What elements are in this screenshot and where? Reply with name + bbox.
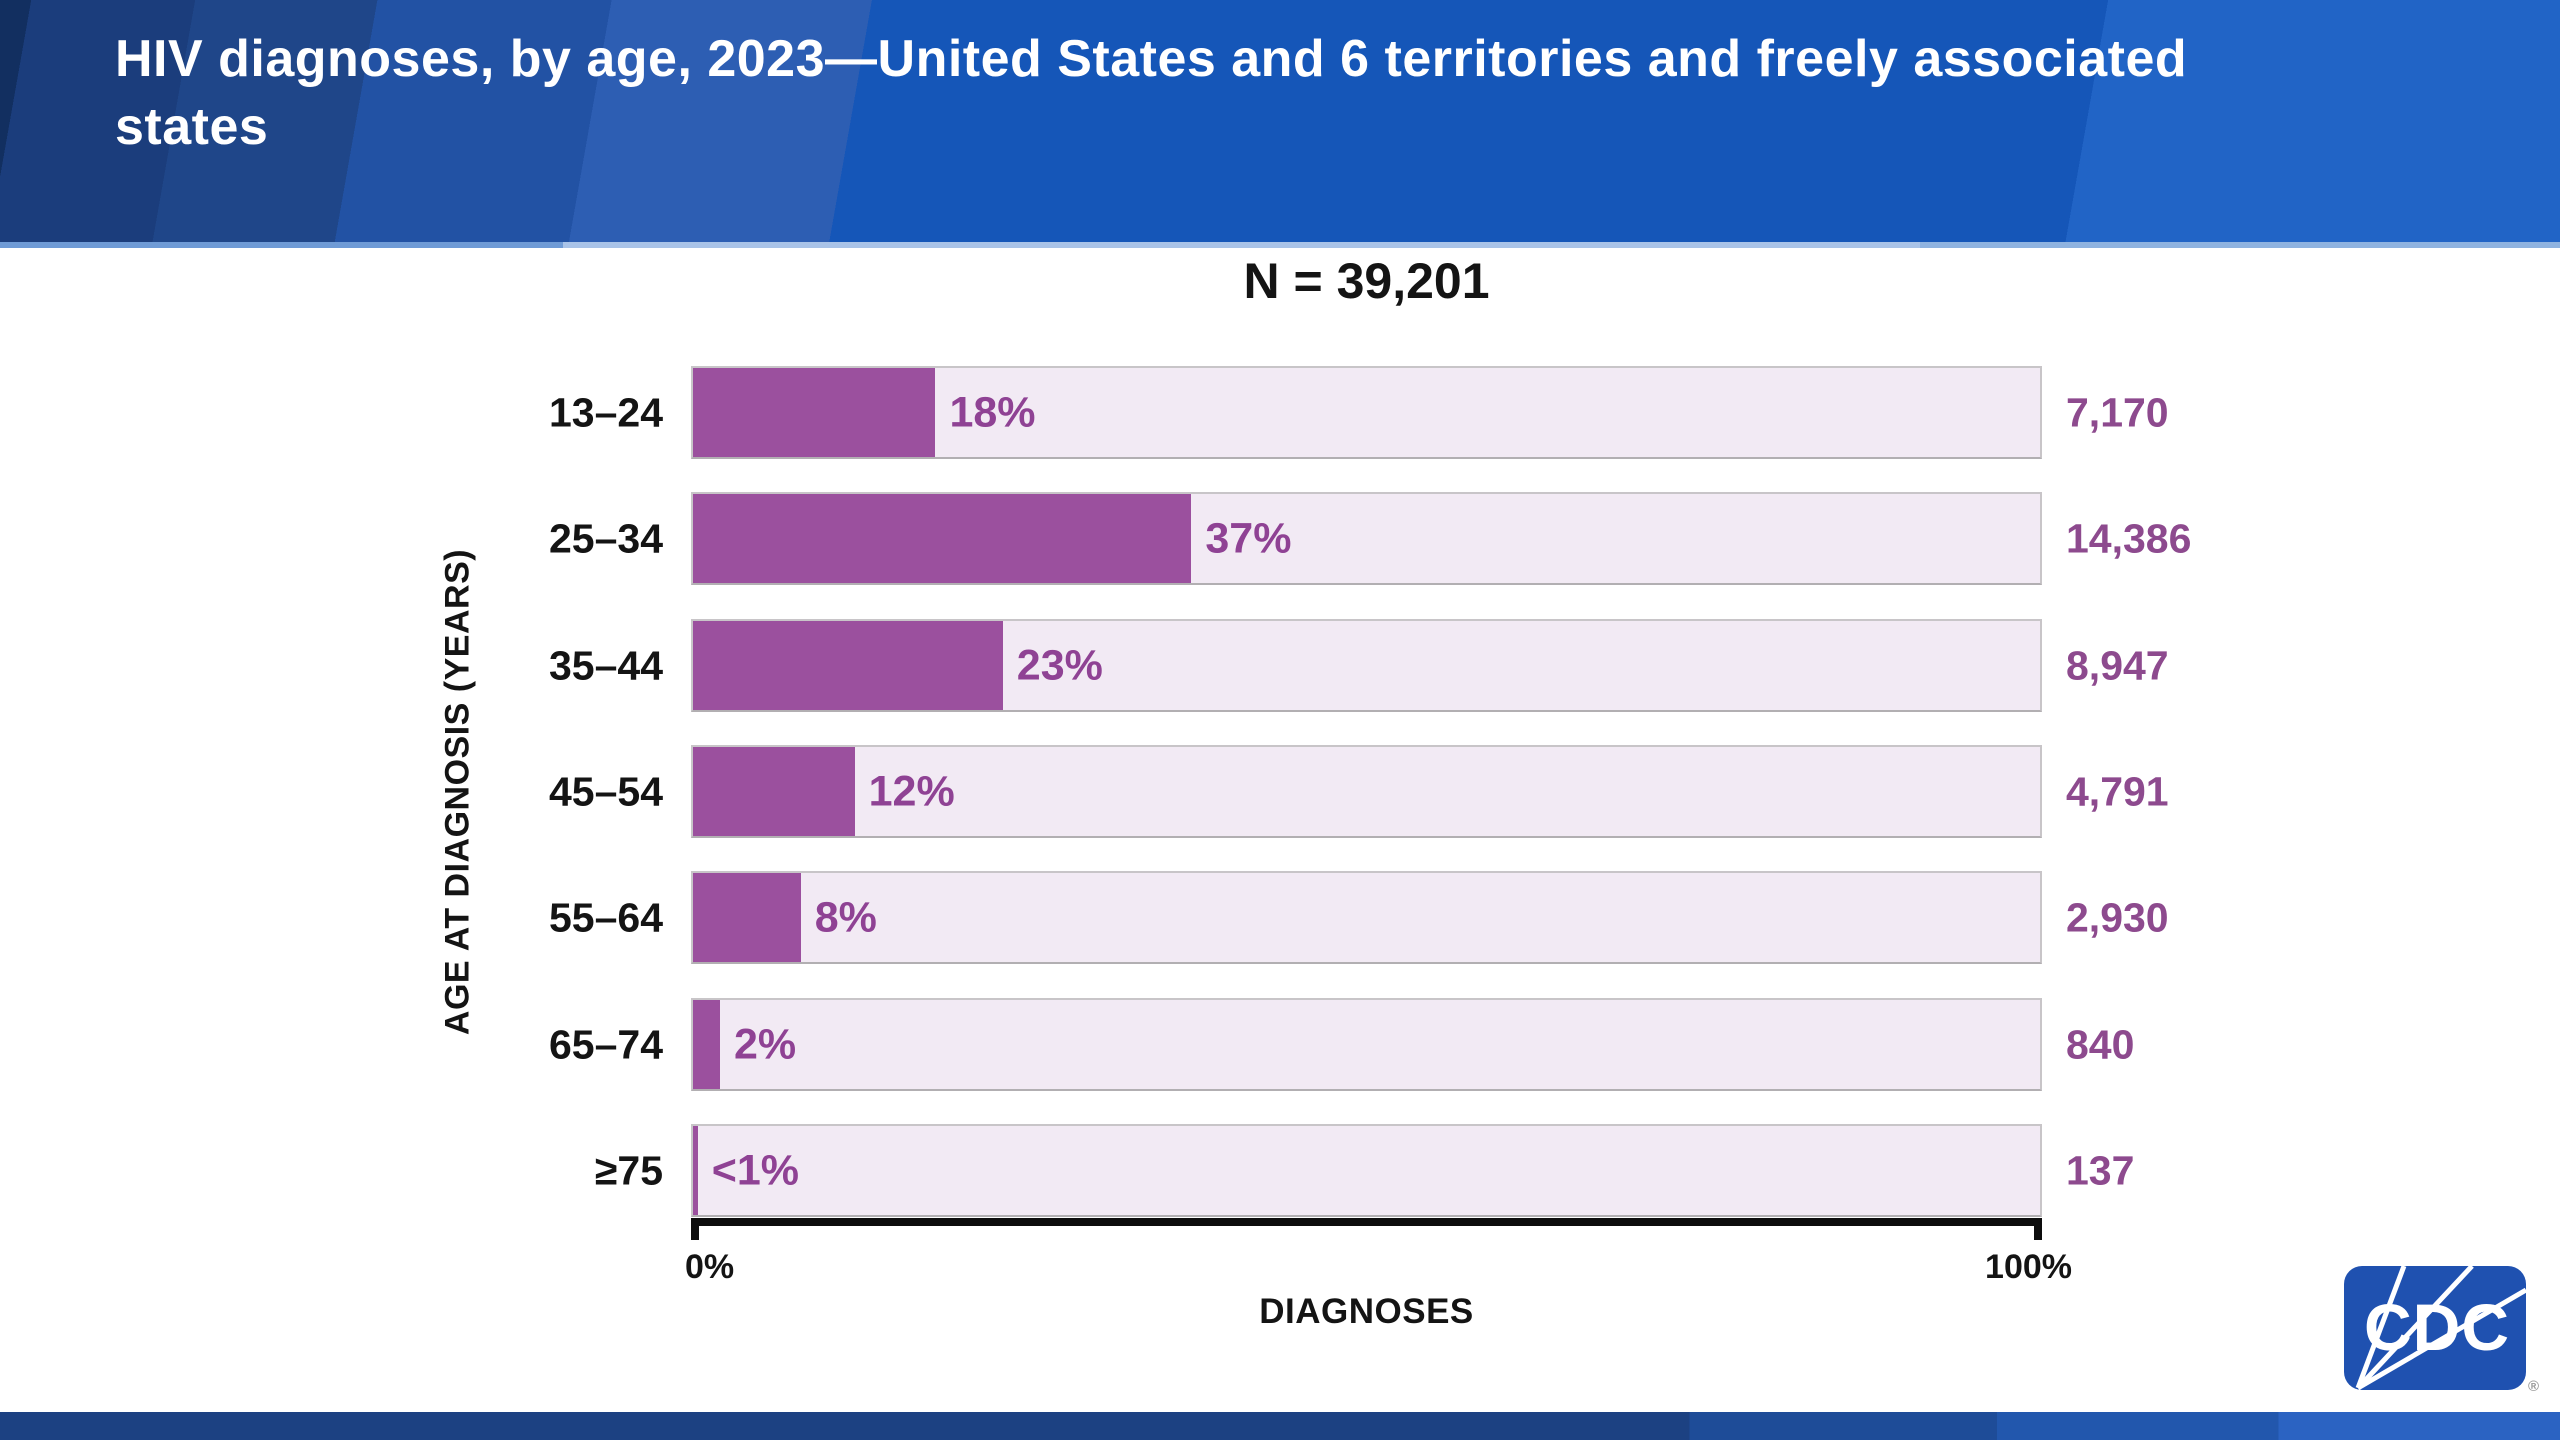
category-label: 13–24 xyxy=(548,389,663,435)
count-label: 7,170 xyxy=(2066,389,2169,435)
bar-row: 13–24 18% 7,170 xyxy=(0,366,2560,459)
x-tick-min: 0% xyxy=(685,1248,735,1286)
x-tick-max: 100% xyxy=(1985,1248,2072,1286)
percent-label: 8% xyxy=(814,893,877,941)
count-label: 4,791 xyxy=(2066,768,2169,814)
percent-label: 12% xyxy=(868,767,955,815)
bar-track: 8% xyxy=(691,871,2042,964)
cdc-logo-box xyxy=(2344,1266,2526,1390)
bar-track: 37% xyxy=(691,492,2042,585)
count-label: 2,930 xyxy=(2066,894,2169,940)
bar-fill xyxy=(693,494,1192,583)
count-label: 8,947 xyxy=(2066,642,2169,688)
percent-label: <1% xyxy=(711,1146,799,1194)
bar-fill xyxy=(693,747,855,836)
bar-fill xyxy=(693,1126,698,1215)
percent-label: 23% xyxy=(1016,641,1103,689)
category-label: 45–54 xyxy=(548,768,663,814)
category-label: 25–34 xyxy=(548,515,663,561)
percent-label: 2% xyxy=(733,1020,797,1068)
bar-row: 35–44 23% 8,947 xyxy=(0,619,2560,712)
header-banner: HIV diagnoses, by age, 2023—United State… xyxy=(0,0,2560,242)
count-label: 137 xyxy=(2066,1147,2135,1193)
category-label: 65–74 xyxy=(548,1021,663,1067)
x-axis-line xyxy=(691,1218,2042,1240)
bar-fill xyxy=(693,1000,720,1089)
percent-label: 18% xyxy=(949,388,1036,436)
footer-band xyxy=(0,1412,2560,1440)
chart-total-label: N = 39,201 xyxy=(1243,253,1490,309)
cdc-logo-rays xyxy=(2355,1264,2528,1391)
x-axis-label: DIAGNOSES xyxy=(1259,1292,1474,1331)
bar-row: 55–64 8% 2,930 xyxy=(0,871,2560,964)
bar-track: <1% xyxy=(691,1124,2042,1217)
count-label: 840 xyxy=(2066,1021,2135,1067)
cdc-logo-text: CDC xyxy=(2364,1290,2510,1364)
bar-fill xyxy=(693,621,1003,710)
registered-mark: ® xyxy=(2528,1378,2540,1395)
bar-track: 18% xyxy=(691,366,2042,459)
bar-row: 65–74 2% 840 xyxy=(0,998,2560,1091)
bar-row: ≥75 <1% 137 xyxy=(0,1124,2560,1217)
bar-row: 45–54 12% 4,791 xyxy=(0,745,2560,838)
slide-title: HIV diagnoses, by age, 2023—United State… xyxy=(115,30,2188,156)
bar-fill xyxy=(693,368,936,457)
cdc-logo: CDC xyxy=(2344,1264,2528,1391)
bar-fill xyxy=(693,873,801,962)
bar-row: 25–34 37% 14,386 xyxy=(0,492,2560,585)
category-label: 55–64 xyxy=(548,894,663,940)
percent-label: 37% xyxy=(1205,514,1292,562)
category-label: 35–44 xyxy=(548,642,663,688)
bar-track: 12% xyxy=(691,745,2042,838)
category-label: ≥75 xyxy=(594,1147,663,1193)
count-label: 14,386 xyxy=(2066,515,2192,561)
bar-track: 2% xyxy=(691,998,2042,1091)
bar-track: 23% xyxy=(691,619,2042,712)
header-accent-strip xyxy=(0,242,2560,248)
